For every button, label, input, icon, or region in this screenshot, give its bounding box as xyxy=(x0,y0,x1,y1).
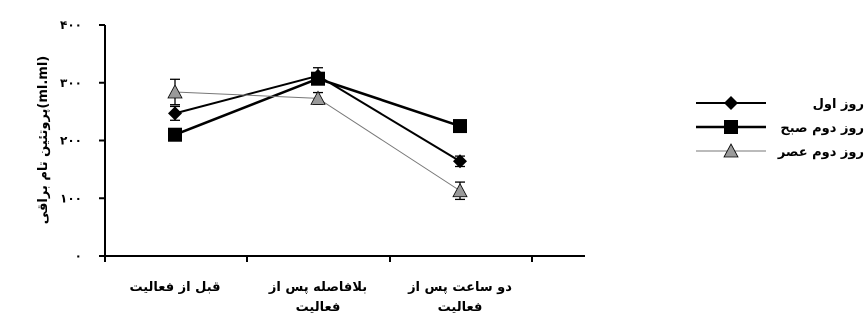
data-point xyxy=(168,127,182,142)
legend-marker xyxy=(723,143,739,158)
legend-label: روز دوم صبح xyxy=(780,121,864,136)
legend: روز اول روز دوم صبح روز دوم عصر xyxy=(688,88,864,170)
legend-item: روز اول xyxy=(696,96,864,112)
x-axis: قبل از فعالیت بلافاصله پس از فعالیت دو ساعت… xyxy=(104,255,585,315)
y-tick-label: ۰ xyxy=(75,249,82,263)
data-point xyxy=(453,119,467,134)
series-3 xyxy=(167,78,468,201)
legend-item: روز دوم صبح xyxy=(696,120,864,136)
data-point xyxy=(310,90,326,105)
data-point xyxy=(168,106,182,121)
x-tick-label: بلافاصله پس از فعالیت xyxy=(268,280,367,315)
legend-box xyxy=(688,88,863,170)
series-line xyxy=(174,77,461,136)
y-axis: ۰ ۱۰۰ ۲۰۰ ۳۰۰ ۴۰۰ xyxy=(60,18,106,263)
y-tick-label: ۴۰۰ xyxy=(60,18,82,32)
legend-label: روز اول xyxy=(813,97,864,112)
x-tick-label: قبل از فعالیت xyxy=(129,280,220,295)
series-line xyxy=(174,91,461,192)
legend-label: روز دوم عصر xyxy=(777,145,864,160)
y-tick-label: ۱۰۰ xyxy=(60,191,82,205)
y-tick-label: ۳۰۰ xyxy=(60,76,82,90)
series-layer xyxy=(167,67,468,201)
data-point xyxy=(167,84,183,99)
y-tick-label: ۲۰۰ xyxy=(60,134,82,148)
legend-marker xyxy=(724,96,738,110)
y-axis-label: پروتئین تام براقی(ml.ml) xyxy=(36,56,51,225)
legend-item: روز دوم عصر xyxy=(696,143,864,160)
x-tick-label: دو ساعت پس از فعالیت xyxy=(407,280,512,315)
data-point xyxy=(311,71,325,86)
data-point xyxy=(453,154,467,169)
data-point xyxy=(452,182,468,198)
legend-marker xyxy=(724,120,738,134)
series-2 xyxy=(168,71,467,142)
